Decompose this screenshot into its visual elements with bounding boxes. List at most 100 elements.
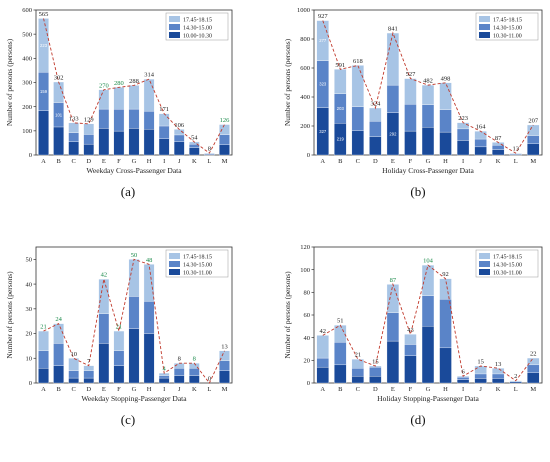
- total-value-label: 13: [512, 146, 519, 153]
- total-value-label: 314: [144, 72, 155, 79]
- bar-segment: [173, 141, 185, 156]
- bar-segment: [158, 113, 170, 127]
- x-tick-label: F: [117, 386, 121, 393]
- bar-segment: [143, 111, 155, 130]
- y-axis-title: Number of persons (persons): [283, 271, 292, 359]
- segment-value-label: 292: [389, 131, 397, 136]
- bar-segment: [316, 335, 329, 359]
- bar-segment: [158, 377, 170, 384]
- legend-swatch: [479, 16, 490, 22]
- total-value-label: 92: [442, 271, 449, 278]
- y-tick-label: 60: [304, 312, 311, 319]
- bar-segment: [439, 347, 452, 384]
- bar-segment: [421, 295, 435, 327]
- bar-segment: [492, 378, 505, 384]
- bar-segment: [128, 85, 140, 110]
- bar-segment: [492, 145, 505, 150]
- x-tick-label: B: [56, 386, 61, 393]
- total-value-label: 15: [372, 359, 379, 366]
- legend-entry: 10.00-10.30: [183, 33, 212, 39]
- y-tick-label: 20: [304, 358, 311, 365]
- y-tick-label: 40: [304, 335, 311, 342]
- legend-swatch: [479, 24, 490, 30]
- bar-segment: [386, 284, 400, 313]
- x-axis-title: Holiday Stopping-Passenger Data: [377, 394, 479, 403]
- y-tick-label: 1000: [297, 7, 310, 14]
- y-tick-label: 400: [22, 56, 32, 63]
- bar-segment: [527, 357, 540, 366]
- legend-swatch: [169, 261, 180, 267]
- bar-segment: [351, 376, 364, 384]
- x-tick-label: D: [86, 386, 91, 393]
- bar-segment: [421, 326, 435, 384]
- legend-entry: 17.45-18.15: [183, 17, 212, 23]
- y-tick-label: 100: [22, 128, 32, 135]
- legend-entry: 10.30-11.00: [493, 270, 522, 276]
- bar-segment: [53, 365, 64, 384]
- total-value-label: 565: [39, 11, 49, 18]
- total-value-label: 8: [193, 356, 196, 363]
- bar-segment: [98, 313, 110, 344]
- total-value-label: 207: [528, 117, 539, 124]
- legend-swatch: [479, 32, 490, 38]
- total-value-label: 164: [476, 124, 487, 131]
- segment-value-label: 277: [319, 38, 327, 43]
- bar-segment: [68, 370, 79, 379]
- bar-segment: [219, 360, 230, 371]
- total-value-label: 8: [208, 146, 211, 153]
- x-tick-label: E: [102, 158, 106, 165]
- segment-value-label: 323: [319, 82, 327, 87]
- total-value-label: 841: [388, 26, 398, 33]
- y-tick-label: 30: [26, 306, 33, 313]
- legend-swatch: [479, 261, 490, 267]
- x-tick-label: L: [514, 386, 518, 393]
- bar-segment: [334, 69, 347, 94]
- x-tick-label: L: [207, 158, 211, 165]
- total-value-label: 618: [353, 58, 363, 65]
- y-tick-label: 20: [26, 331, 33, 338]
- bar-segment: [492, 373, 505, 379]
- x-tick-label: M: [222, 158, 228, 165]
- x-tick-label: M: [222, 386, 228, 393]
- panel-label: (a): [121, 184, 135, 199]
- chart-panel-0: 0 100 200 300 400 500 600 Number of persons (pe…: [5, 7, 233, 199]
- bar-segment: [421, 264, 435, 296]
- bar-segment: [404, 130, 417, 156]
- y-axis-title: Number of persons (persons): [283, 38, 292, 126]
- bar-segment: [369, 366, 382, 377]
- x-tick-label: I: [462, 386, 464, 393]
- bar-segment: [143, 78, 155, 112]
- bar-segment: [53, 126, 64, 156]
- segment-value-label: 159: [40, 89, 48, 94]
- trend-line: [322, 20, 534, 154]
- bar-segment: [369, 376, 382, 384]
- bar-segment: [98, 128, 110, 156]
- chart-panel-1: 0 200 400 600 800 1000 Number of persons (pers…: [283, 7, 543, 199]
- x-tick-label: I: [163, 158, 165, 165]
- y-tick-label: 300: [22, 80, 32, 87]
- x-tick-label: H: [443, 386, 448, 393]
- x-axis-title: Weekday Cross-Passenger Data: [86, 166, 182, 175]
- bar-segment: [439, 109, 452, 133]
- total-value-label: 54: [191, 134, 198, 141]
- x-tick-label: D: [373, 386, 378, 393]
- bar-segment: [143, 264, 155, 302]
- x-tick-label: G: [426, 158, 431, 165]
- x-tick-label: A: [41, 386, 46, 393]
- x-tick-label: J: [479, 158, 482, 165]
- bar-segment: [68, 377, 79, 384]
- y-tick-label: 0: [29, 380, 32, 387]
- x-tick-label: D: [86, 158, 91, 165]
- total-value-label: 527: [406, 71, 417, 78]
- bar-segment: [113, 330, 125, 352]
- bar-segment: [189, 375, 200, 384]
- x-tick-label: J: [178, 386, 181, 393]
- x-tick-label: L: [207, 386, 211, 393]
- total-value-label: 129: [84, 116, 94, 123]
- bar-segment: [68, 358, 79, 371]
- bar-segment: [173, 368, 185, 376]
- bar-segment: [456, 379, 470, 384]
- bar-segment: [83, 123, 95, 135]
- bar-segment: [113, 87, 125, 110]
- total-value-label: 7: [87, 358, 91, 365]
